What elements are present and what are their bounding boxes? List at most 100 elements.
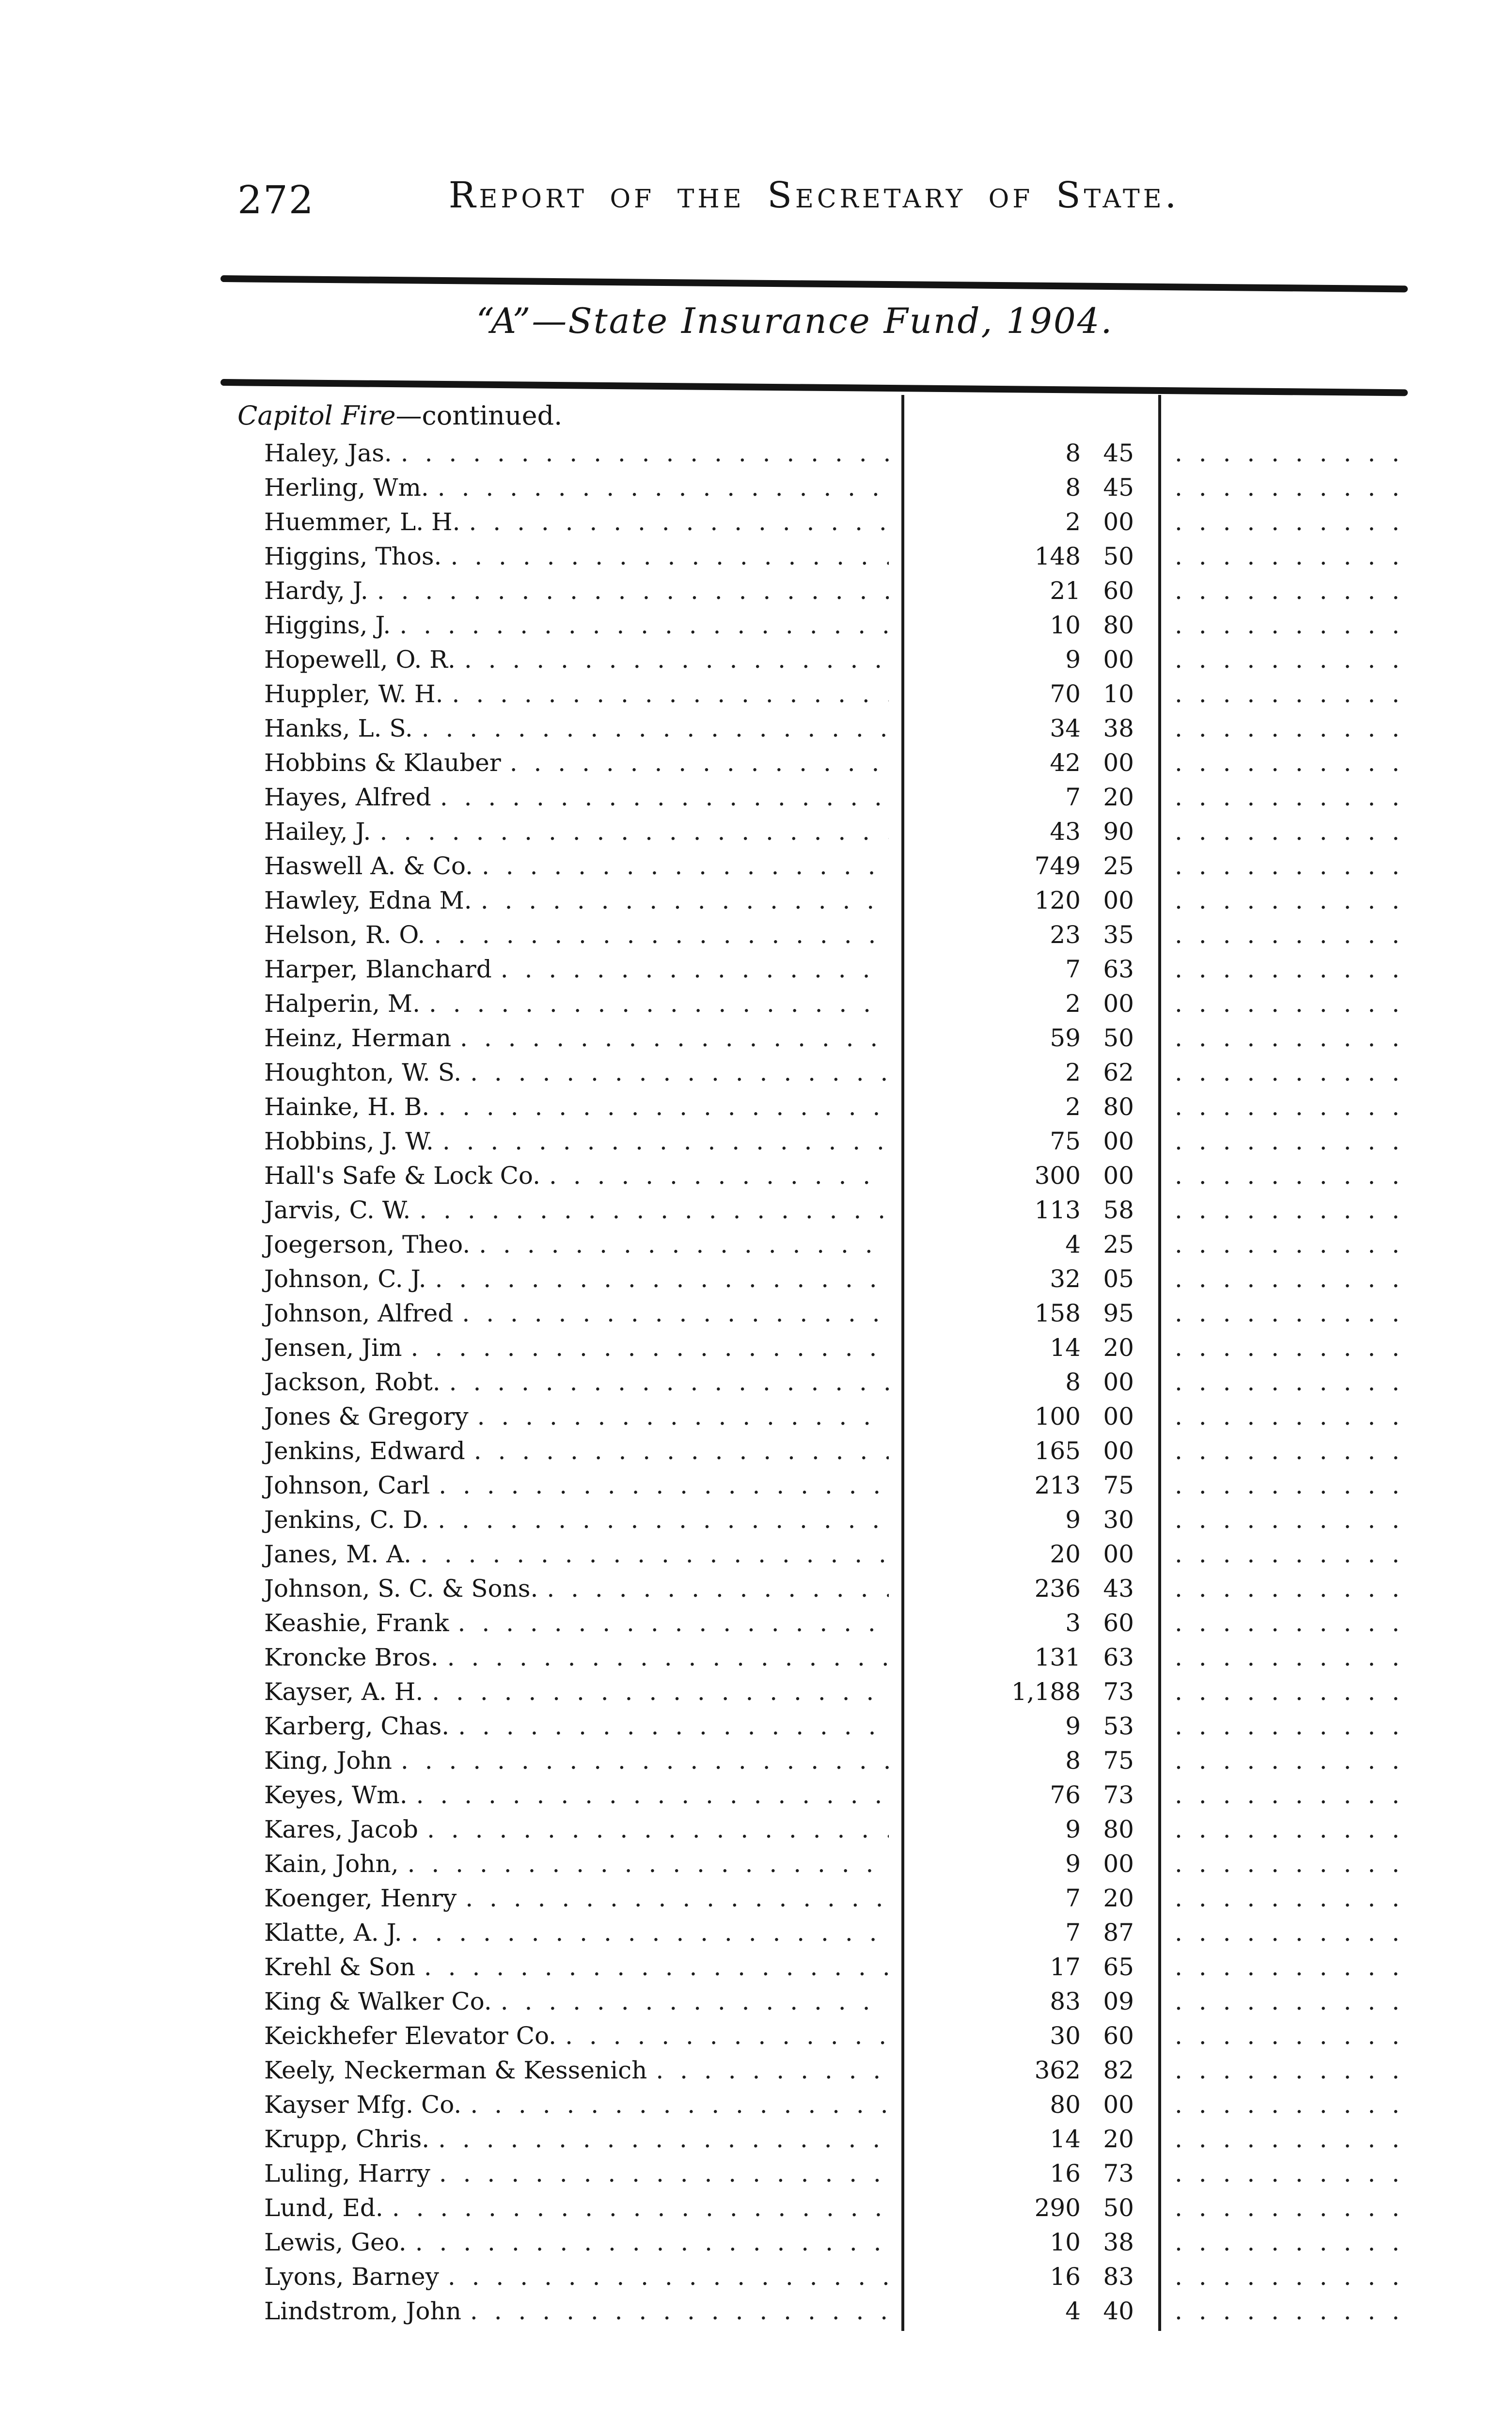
- amount-cell: 2 80: [901, 1090, 1158, 1124]
- payee-name: King, John: [264, 1746, 392, 1775]
- table-row: Keashie, Frank 3 60: [223, 1606, 1405, 1640]
- amount-dollars: 75: [1050, 1127, 1081, 1155]
- amount-cell: 9 00: [901, 643, 1158, 677]
- payee-name: Helson, R. O.: [264, 921, 425, 949]
- amount-dollars: 14: [1050, 2125, 1081, 2153]
- table-row: Lyons, Barney 16 83: [223, 2260, 1405, 2294]
- blank-entry-dots: [1158, 780, 1405, 815]
- table-row: Higgins, J. 10 80: [223, 608, 1405, 643]
- blank-entry-dots: [1158, 883, 1405, 918]
- amount-cents: 38: [1103, 2228, 1134, 2256]
- amount-cents: 60: [1103, 2022, 1134, 2050]
- dot-leader: [452, 677, 889, 711]
- payee-name: Herling, Wm.: [264, 473, 429, 502]
- amount-cents: 63: [1103, 1643, 1134, 1671]
- payee-name: Johnson, S. C. & Sons.: [264, 1574, 538, 1603]
- column-rule-right: [1158, 395, 1161, 2331]
- amount-cell: 8 75: [901, 1744, 1158, 1778]
- amount-cell: 14 20: [901, 2122, 1158, 2156]
- amount-cents: 00: [1103, 1850, 1134, 1878]
- dot-leader: [432, 1675, 889, 1709]
- amount-cents: 25: [1103, 852, 1134, 880]
- amount-cell: 7 20: [901, 780, 1158, 815]
- blank-entry-dots: [1158, 574, 1405, 608]
- name-cell: Joegerson, Theo.: [264, 1227, 901, 1262]
- blank-entry-dots: [1158, 1468, 1405, 1503]
- amount-cell: 9 53: [901, 1709, 1158, 1744]
- amount-cell: 2 62: [901, 1055, 1158, 1090]
- payee-name: Hayes, Alfred: [264, 783, 431, 811]
- name-cell: Herling, Wm.: [264, 471, 901, 505]
- dot-leader: [434, 918, 889, 952]
- name-cell: Lindstrom, John: [264, 2294, 901, 2329]
- blank-entry-dots: [1158, 1640, 1405, 1675]
- dot-leader: [501, 952, 889, 987]
- dot-leader: [501, 1984, 889, 2019]
- amount-cell: 42 00: [901, 746, 1158, 780]
- amount-dollars: 34: [1050, 714, 1081, 742]
- amount-dollars: 4: [1065, 1230, 1081, 1259]
- amount-dollars: 17: [1050, 1953, 1081, 1981]
- amount-cents: 43: [1103, 1574, 1134, 1603]
- amount-cell: 120 00: [901, 883, 1158, 918]
- amount-cell: 32 05: [901, 1262, 1158, 1296]
- name-cell: Jackson, Robt.: [264, 1365, 901, 1400]
- payee-name: Hobbins, J. W.: [264, 1127, 434, 1155]
- name-cell: Keickhefer Elevator Co.: [264, 2019, 901, 2053]
- table-row: Jensen, Jim 14 20: [223, 1331, 1405, 1365]
- amount-cell: 4 25: [901, 1227, 1158, 1262]
- amount-cents: 63: [1103, 955, 1134, 983]
- name-cell: Johnson, Alfred: [264, 1296, 901, 1331]
- table-row: Kroncke Bros. 131 63: [223, 1640, 1405, 1675]
- dot-leader: [442, 1124, 889, 1159]
- amount-dollars: 362: [1034, 2056, 1081, 2084]
- amount-dollars: 7: [1065, 1919, 1081, 1947]
- table-row: Joegerson, Theo. 4 25: [223, 1227, 1405, 1262]
- blank-entry-dots: [1158, 1916, 1405, 1950]
- dot-leader: [439, 1468, 889, 1503]
- amount-cents: 20: [1103, 1334, 1134, 1362]
- amount-cents: 58: [1103, 1196, 1134, 1224]
- name-cell: Hayes, Alfred: [264, 780, 901, 815]
- dot-leader: [470, 2088, 889, 2122]
- table-row: Houghton, W. S. 2 62: [223, 1055, 1405, 1090]
- blank-entry-dots: [1158, 1021, 1405, 1055]
- payee-name: Harper, Blanchard: [264, 955, 492, 983]
- blank-entry-dots: [1158, 608, 1405, 643]
- section-label-continued: —continued.: [395, 400, 563, 431]
- table-row: Kayser, A. H. 1,188 73: [223, 1675, 1405, 1709]
- amount-cell: 75 00: [901, 1124, 1158, 1159]
- amount-cents: 00: [1103, 1437, 1134, 1465]
- table-row: Heinz, Herman 59 50: [223, 1021, 1405, 1055]
- amount-cell: 21 60: [901, 574, 1158, 608]
- blank-entry-dots: [1158, 2225, 1405, 2260]
- table-row: Herling, Wm. 8 45: [223, 471, 1405, 505]
- amount-cell: 8 45: [901, 471, 1158, 505]
- payee-name: Higgins, Thos.: [264, 542, 442, 570]
- payee-name: King & Walker Co.: [264, 1987, 492, 2015]
- payee-name: Huemmer, L. H.: [264, 508, 460, 536]
- name-cell: Kares, Jacob: [264, 1812, 901, 1847]
- name-cell: Helson, R. O.: [264, 918, 901, 952]
- blank-entry-dots: [1158, 2260, 1405, 2294]
- table-row: Hanks, L. S. 34 38: [223, 711, 1405, 746]
- name-cell: Hobbins, J. W.: [264, 1124, 901, 1159]
- dot-leader: [462, 1296, 889, 1331]
- dot-leader: [438, 471, 889, 505]
- table-row: Lund, Ed. 290 50: [223, 2191, 1405, 2225]
- table-row: Karberg, Chas. 9 53: [223, 1709, 1405, 1744]
- blank-entry-dots: [1158, 1434, 1405, 1468]
- amount-cell: 158 95: [901, 1296, 1158, 1331]
- amount-cents: 05: [1103, 1265, 1134, 1293]
- name-cell: Johnson, S. C. & Sons.: [264, 1572, 901, 1606]
- amount-cents: 73: [1103, 1781, 1134, 1809]
- blank-entry-dots: [1158, 1090, 1405, 1124]
- dot-leader: [474, 1434, 889, 1468]
- amount-cell: 8 00: [901, 1365, 1158, 1400]
- amount-cents: 87: [1103, 1919, 1134, 1947]
- amount-cell: 9 30: [901, 1503, 1158, 1537]
- name-cell: Koenger, Henry: [264, 1881, 901, 1916]
- payee-name: Keyes, Wm.: [264, 1781, 408, 1809]
- blank-entry-dots: [1158, 2122, 1405, 2156]
- amount-dollars: 8: [1065, 473, 1081, 502]
